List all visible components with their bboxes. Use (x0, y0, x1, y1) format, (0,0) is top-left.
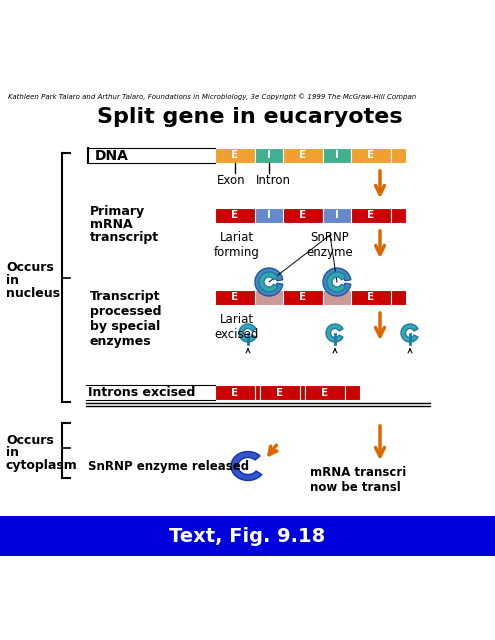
Text: E: E (367, 292, 375, 303)
Text: SnRNP
enzyme: SnRNP enzyme (306, 231, 353, 259)
Text: in: in (6, 274, 19, 287)
FancyBboxPatch shape (305, 385, 345, 400)
Polygon shape (231, 452, 262, 481)
Text: Occurs: Occurs (6, 433, 54, 447)
Polygon shape (259, 272, 278, 292)
FancyBboxPatch shape (323, 208, 351, 223)
FancyBboxPatch shape (255, 208, 283, 223)
Text: Occurs: Occurs (6, 261, 54, 274)
Text: transcript: transcript (90, 231, 159, 244)
FancyBboxPatch shape (255, 148, 283, 163)
Text: E: E (321, 387, 329, 397)
FancyBboxPatch shape (255, 385, 260, 400)
Text: mRNA transcri
now be transl: mRNA transcri now be transl (310, 466, 406, 494)
Text: E: E (232, 211, 239, 221)
FancyBboxPatch shape (351, 290, 391, 305)
Text: E: E (367, 150, 375, 161)
FancyBboxPatch shape (215, 148, 255, 163)
Text: E: E (232, 292, 239, 303)
Text: E: E (276, 387, 284, 397)
Text: Lariat
forming: Lariat forming (214, 231, 260, 259)
Text: I: I (267, 211, 271, 221)
Text: Introns excised: Introns excised (88, 386, 196, 399)
Text: Text, Fig. 9.18: Text, Fig. 9.18 (169, 527, 325, 545)
Polygon shape (323, 268, 351, 296)
Text: Intron: Intron (255, 175, 291, 188)
Text: Exon: Exon (217, 175, 246, 188)
Text: cytoplasm: cytoplasm (6, 460, 78, 472)
FancyBboxPatch shape (215, 385, 255, 400)
Text: E: E (299, 211, 306, 221)
FancyBboxPatch shape (351, 148, 391, 163)
Text: I: I (335, 150, 339, 161)
Text: Primary: Primary (90, 205, 145, 218)
Polygon shape (255, 268, 283, 296)
Text: E: E (367, 211, 375, 221)
Text: SnRNP enzyme released: SnRNP enzyme released (88, 460, 249, 473)
Text: Lariat
excised: Lariat excised (215, 313, 259, 341)
FancyBboxPatch shape (300, 385, 305, 400)
Text: DNA: DNA (95, 148, 129, 163)
FancyBboxPatch shape (283, 290, 323, 305)
Polygon shape (327, 272, 346, 292)
FancyBboxPatch shape (215, 208, 255, 223)
FancyBboxPatch shape (323, 148, 351, 163)
Text: Transcript
processed
by special
enzymes: Transcript processed by special enzymes (90, 290, 161, 348)
Text: Split gene in eucaryotes: Split gene in eucaryotes (97, 107, 403, 127)
FancyBboxPatch shape (0, 516, 495, 556)
FancyBboxPatch shape (323, 290, 351, 305)
Text: nucleus: nucleus (6, 287, 60, 300)
Text: E: E (232, 387, 239, 397)
Text: mRNA: mRNA (90, 218, 133, 231)
Text: E: E (299, 150, 306, 161)
Text: E: E (299, 292, 306, 303)
Polygon shape (326, 324, 343, 342)
Polygon shape (401, 324, 418, 342)
FancyBboxPatch shape (391, 148, 406, 163)
Text: in: in (6, 447, 19, 460)
FancyBboxPatch shape (283, 208, 323, 223)
FancyBboxPatch shape (391, 290, 406, 305)
FancyBboxPatch shape (255, 290, 283, 305)
Text: I: I (335, 211, 339, 221)
Text: E: E (232, 150, 239, 161)
Polygon shape (239, 324, 256, 342)
Text: I: I (267, 150, 271, 161)
FancyBboxPatch shape (283, 148, 323, 163)
FancyBboxPatch shape (345, 385, 360, 400)
FancyBboxPatch shape (215, 290, 255, 305)
FancyBboxPatch shape (391, 208, 406, 223)
FancyBboxPatch shape (260, 385, 300, 400)
Text: Kathleen Park Talaro and Arthur Talaro, Foundations in Microbiology, 3e Copyrigh: Kathleen Park Talaro and Arthur Talaro, … (8, 93, 416, 100)
FancyBboxPatch shape (351, 208, 391, 223)
